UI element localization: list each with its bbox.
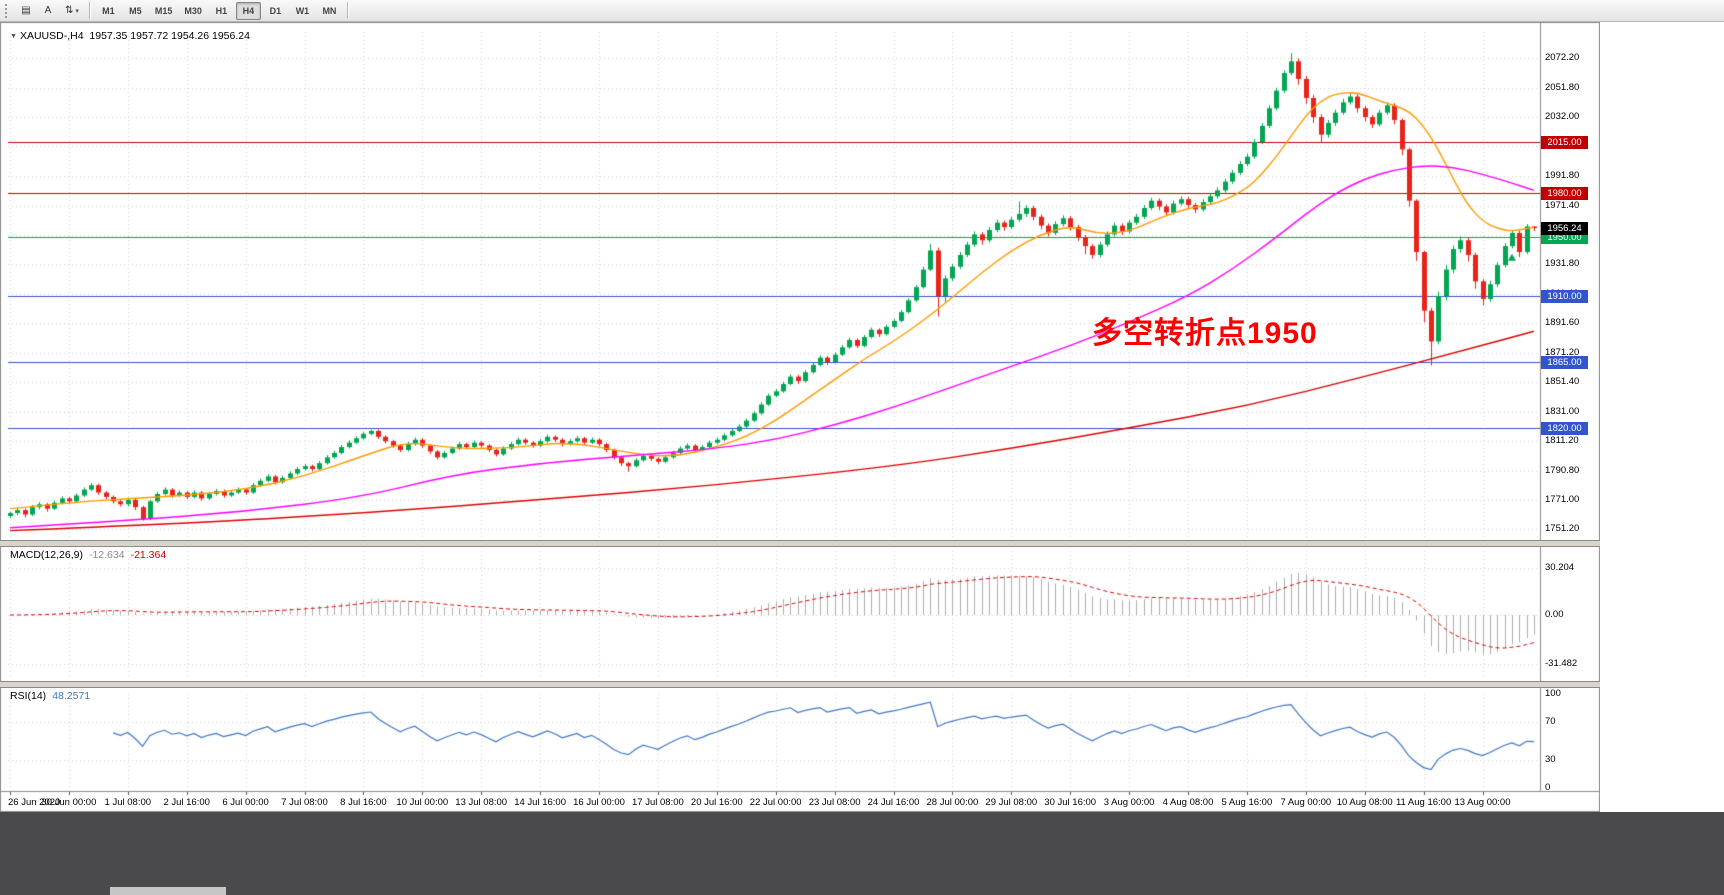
macd-main-value: -12.634 [88, 549, 125, 561]
toolbar-separator [88, 2, 91, 19]
time-axis-label: 30 Jul 16:00 [1044, 797, 1097, 808]
chart-title: ▼ XAUUSD-,H4 1957.35 1957.72 1954.26 1956… [10, 30, 250, 42]
chart-annotation-text[interactable]: 多空转折点1950 [1092, 317, 1318, 350]
time-axis-label: 13 Jul 08:00 [455, 797, 508, 808]
grid-icon: ▤ [21, 5, 31, 16]
time-axis-label: 22 Jul 00:00 [749, 797, 802, 808]
price-level-badge: 1865.00 [1541, 356, 1588, 369]
time-axis-label: 29 Jul 08:00 [985, 797, 1038, 808]
price-chart-canvas[interactable] [0, 22, 1600, 812]
tab-period-D1[interactable]: D1 [263, 2, 288, 20]
tab-period-H4[interactable]: H4 [235, 1, 261, 20]
time-axis-label: 5 Aug 16:00 [1221, 797, 1273, 808]
time-axis-label: 1 Jul 08:00 [104, 797, 152, 808]
tab-period-MN[interactable]: MN [317, 2, 342, 20]
tab-period-M15[interactable]: M15 [150, 2, 178, 20]
price-axis-label: 1871.20 [1545, 347, 1580, 358]
tab-period-H1[interactable]: H1 [209, 2, 234, 20]
rsi-axis-label: 0 [1545, 782, 1551, 793]
macd-axis-label: -31.482 [1545, 658, 1578, 669]
grid-icon-button[interactable]: ▤ [16, 2, 36, 20]
rsi-header: RSI(14) 48.2571 [10, 690, 90, 702]
time-axis-label: 4 Aug 08:00 [1162, 797, 1214, 808]
time-axis-label: 30 Jun 00:00 [41, 797, 97, 808]
time-axis-label: 23 Jul 08:00 [808, 797, 861, 808]
time-axis-label: 16 Jul 00:00 [573, 797, 625, 808]
price-axis-label: 1991.80 [1545, 170, 1580, 181]
time-axis-label: 3 Aug 00:00 [1103, 797, 1155, 808]
time-axis-label: 20 Jul 16:00 [690, 797, 743, 808]
tab-period-M1[interactable]: M1 [96, 2, 121, 20]
tab-period-M5[interactable]: M5 [123, 2, 148, 20]
time-axis-label: 10 Jul 00:00 [396, 797, 449, 808]
price-axis-label: 2051.80 [1545, 82, 1580, 93]
rsi-pane[interactable] [0, 688, 1540, 792]
toolbar: ▤ A ⇅ ▾ M1 M5 M15 M30 H1 H4 D1 W1 MN [0, 0, 1724, 22]
macd-signal-value: -21.364 [130, 549, 167, 561]
time-axis-label: 7 Aug 00:00 [1280, 797, 1332, 808]
status-strip-highlight [110, 887, 226, 895]
status-strip [0, 812, 1724, 895]
time-axis-label: 10 Aug 08:00 [1336, 797, 1393, 808]
scale-tool-button[interactable]: ⇅ ▾ [60, 2, 84, 20]
macd-axis-label: 30.204 [1545, 562, 1575, 573]
price-axis-label: 1891.60 [1545, 317, 1580, 328]
price-level-badge: 1820.00 [1541, 422, 1588, 435]
price-axis-label: 1971.40 [1545, 200, 1580, 211]
rsi-axis-label: 30 [1545, 754, 1556, 765]
time-axis-label: 11 Aug 16:00 [1395, 797, 1452, 808]
macd-header: MACD(12,26,9) -12.634 -21.364 [10, 549, 166, 561]
dropdown-caret-icon: ▾ [75, 7, 79, 15]
updown-arrows-icon: ⇅ [65, 5, 74, 16]
price-axis-label: 1831.00 [1545, 406, 1580, 417]
price-axis-label: 1771.00 [1545, 494, 1580, 505]
current-price-badge: 1956.24 [1541, 222, 1588, 235]
pane-separator[interactable] [0, 681, 1600, 688]
rsi-axis-label: 70 [1545, 716, 1556, 727]
price-axis-label: 1811.20 [1545, 435, 1579, 446]
price-axis-label: 1931.80 [1545, 258, 1580, 269]
price-axis-label: 2032.00 [1545, 111, 1580, 122]
symbol-period-label: XAUUSD-,H4 [19, 30, 84, 42]
letter-a-icon: A [44, 5, 52, 16]
time-axis-label: 26 Jun 2020 [8, 797, 61, 808]
rsi-label: RSI(14) [10, 690, 47, 702]
toolbar-grip[interactable] [5, 3, 10, 18]
time-axis-label: 6 Jul 00:00 [222, 797, 269, 808]
price-level-badge: 2015.00 [1541, 136, 1588, 149]
time-axis-label: 14 Jul 16:00 [514, 797, 566, 808]
rsi-axis-label: 100 [1545, 688, 1561, 699]
price-pane[interactable] [0, 22, 1540, 540]
timeframe-button-group: M1 M5 M15 M30 H1 H4 D1 W1 MN [95, 1, 343, 20]
time-axis-label: 17 Jul 08:00 [632, 797, 684, 808]
price-level-badge: 1980.00 [1541, 187, 1588, 200]
time-axis-label: 7 Jul 08:00 [281, 797, 328, 808]
price-axis-label: 2072.20 [1545, 52, 1580, 63]
macd-pane[interactable] [0, 547, 1540, 681]
price-axis-label: 1790.80 [1545, 465, 1580, 476]
macd-label: MACD(12,26,9) [10, 549, 83, 561]
price-axis-label: 1851.40 [1545, 376, 1580, 387]
rsi-value: 48.2571 [52, 690, 91, 702]
tab-period-W1[interactable]: W1 [290, 2, 315, 20]
chart-window: ▼ XAUUSD-,H4 1957.35 1957.72 1954.26 1956… [0, 22, 1600, 812]
pane-separator[interactable] [0, 540, 1600, 547]
text-tool-button[interactable]: A [38, 2, 58, 20]
time-axis-label: 24 Jul 16:00 [867, 797, 920, 808]
time-axis-label: 13 Aug 00:00 [1454, 797, 1511, 808]
toolbar-separator [346, 2, 349, 19]
time-axis-label: 2 Jul 16:00 [163, 797, 210, 808]
tab-period-M30[interactable]: M30 [179, 2, 207, 20]
price-level-badge: 1910.00 [1541, 290, 1588, 303]
dropdown-triangle-icon: ▼ [10, 33, 17, 40]
price-axis-label: 1751.20 [1545, 523, 1580, 534]
time-axis-label: 8 Jul 16:00 [340, 797, 387, 808]
macd-axis-label: 0.00 [1545, 609, 1564, 620]
time-axis-label: 28 Jul 00:00 [926, 797, 979, 808]
ohlc-readout: 1957.35 1957.72 1954.26 1956.24 [89, 30, 250, 42]
